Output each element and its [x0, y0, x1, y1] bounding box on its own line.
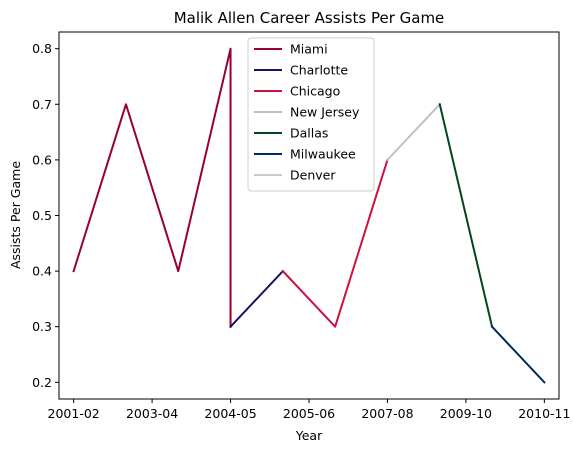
series-line-3: [386, 102, 442, 162]
legend-box: [247, 37, 375, 192]
legend-label: Milwaukee: [290, 147, 356, 162]
y-tick-label: 0.5: [32, 208, 52, 223]
legend-label: New Jersey: [290, 105, 360, 120]
x-tick-label: 2005-06: [283, 406, 335, 421]
y-tick-label: 0.2: [32, 375, 52, 390]
y-tick-label: 0.8: [32, 41, 52, 56]
y-axis-title: Assists Per Game: [8, 161, 23, 269]
y-tick-label: 0.4: [32, 264, 52, 279]
legend: Miami Charlotte Chicago New Jersey Dallas Mil…: [247, 37, 375, 192]
series-line-5: [490, 325, 546, 384]
legend-label: Denver: [290, 168, 336, 183]
x-tick-label: 2003-04: [126, 406, 178, 421]
x-tick-label: 2001-02: [48, 406, 100, 421]
y-tick-label: 0.7: [32, 97, 52, 112]
x-axis-title: Year: [295, 428, 323, 443]
y-axis-ticks: 0.2 0.3 0.4 0.5 0.6 0.7 0.8: [32, 41, 59, 390]
legend-label: Dallas: [290, 126, 328, 141]
series-line-2: [281, 158, 389, 328]
series-line-4: [438, 103, 494, 328]
plot-area: [72, 47, 546, 384]
y-tick-label: 0.3: [32, 319, 52, 334]
x-tick-label: 2010-11: [518, 406, 570, 421]
legend-label: Miami: [290, 42, 328, 57]
x-axis-ticks: 2001-02 2003-04 2004-05 2005-06 2007-08 2009-…: [48, 399, 570, 421]
legend-label: Chicago: [290, 84, 340, 99]
chart-title: Malik Allen Career Assists Per Game: [174, 9, 445, 27]
x-tick-label: 2009-10: [440, 406, 492, 421]
series-line-1: [229, 269, 285, 329]
legend-label: Charlotte: [290, 63, 348, 78]
x-tick-label: 2007-08: [361, 406, 413, 421]
x-tick-label: 2004-05: [204, 406, 256, 421]
series-line-0: [72, 47, 232, 328]
y-tick-label: 0.6: [32, 152, 52, 167]
